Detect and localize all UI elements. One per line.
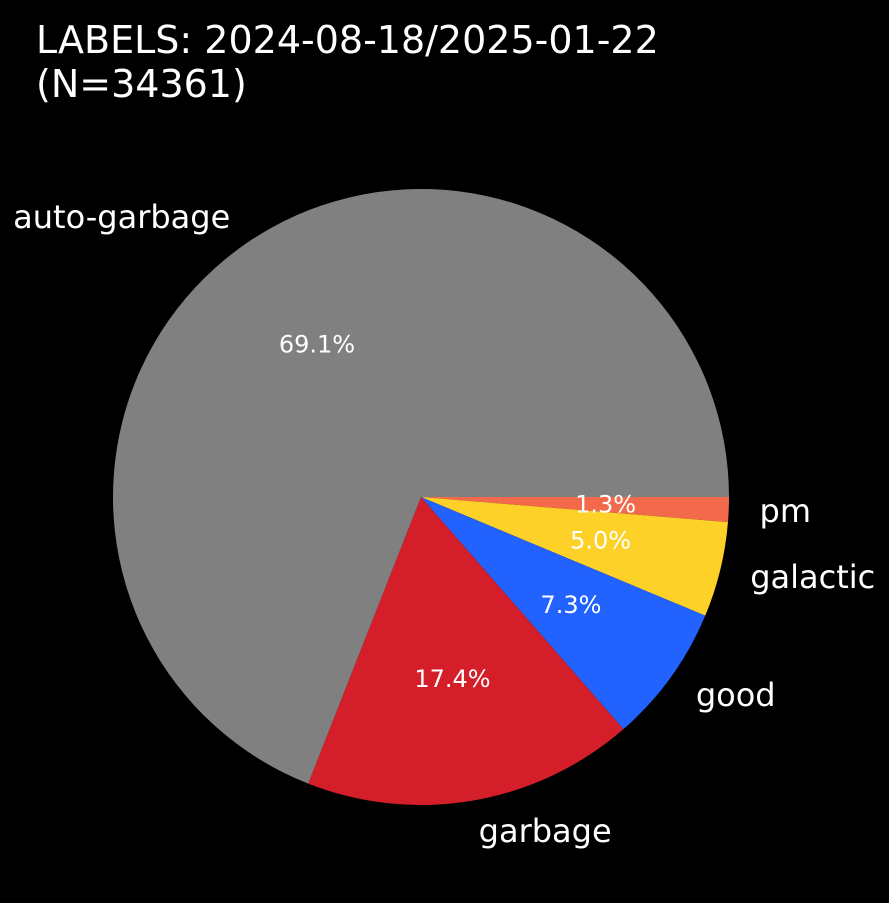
slice-label-galactic: galactic [750,558,875,596]
slice-percent-auto-garbage: 69.1% [279,330,355,358]
pie-labels: pm 1.3% galactic 5.0% good 7.3% garbage 17.4% au… [13,198,875,850]
slice-label-garbage: garbage [479,812,612,850]
pie-slice-garbage [308,497,624,806]
slice-label-auto-garbage: auto-garbage [13,198,230,236]
slice-label-pm: pm [760,492,811,530]
pie-slice-auto-garbage [112,189,729,784]
slice-percent-galactic: 5.0% [570,527,631,555]
slice-percent-good: 7.3% [540,591,601,619]
slice-percent-pm: 1.3% [575,491,636,519]
slice-percent-garbage: 17.4% [414,665,490,693]
pie-slice-good [421,497,706,730]
pie-slice-pm [421,497,729,523]
slice-label-good: good [696,676,776,714]
chart-title-line-1: LABELS: 2024-08-18/2025-01-22 [36,18,659,62]
pie-slice-galactic [421,497,728,616]
pie-slices [112,189,729,806]
chart-title-line-2: (N=34361) [36,62,247,106]
